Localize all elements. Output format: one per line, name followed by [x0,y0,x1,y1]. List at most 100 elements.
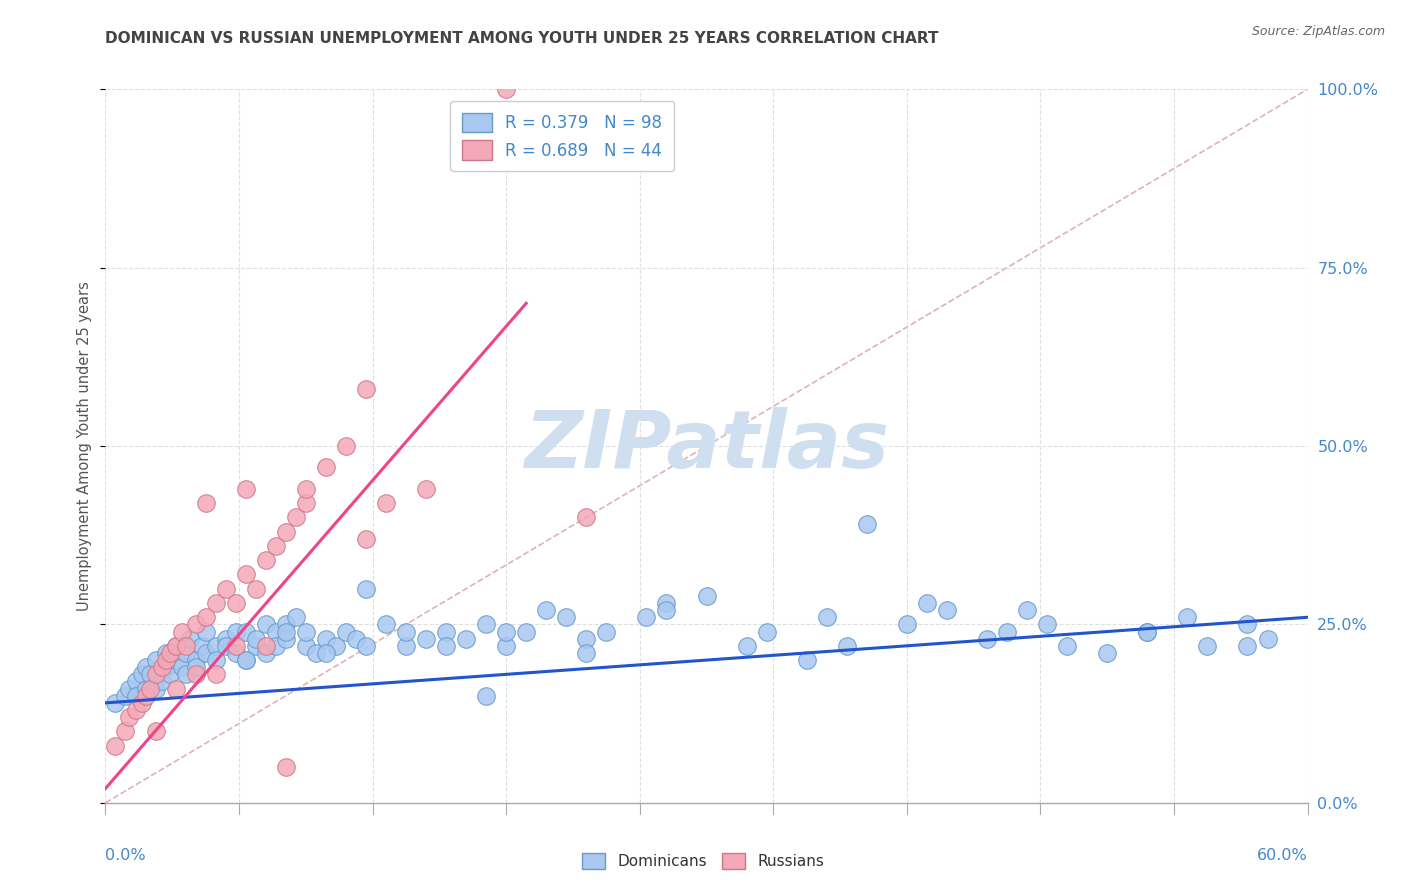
Point [235,653,257,667]
Point [159,667,181,681]
Point [104,696,127,710]
Point [264,624,287,639]
Point [815,610,838,624]
Point [225,624,247,639]
Point [475,617,498,632]
Point [354,532,377,546]
Point [184,667,207,681]
Point [575,632,598,646]
Point [165,681,187,696]
Point [190,639,212,653]
Point [495,82,517,96]
Point [194,646,217,660]
Point [1097,646,1119,660]
Point [1175,610,1198,624]
Point [131,696,153,710]
Point [515,624,537,639]
Point [131,667,153,681]
Point [245,639,267,653]
Point [118,710,141,724]
Point [315,646,337,660]
Point [1236,639,1258,653]
Point [254,646,277,660]
Point [976,632,998,646]
Point [194,496,217,510]
Y-axis label: Unemployment Among Youth under 25 years: Unemployment Among Youth under 25 years [77,281,93,611]
Point [150,674,173,689]
Point [194,610,217,624]
Point [184,653,207,667]
Point [534,603,557,617]
Point [1197,639,1219,653]
Point [214,639,236,653]
Point [145,653,167,667]
Point [896,617,918,632]
Text: DOMINICAN VS RUSSIAN UNEMPLOYMENT AMONG YOUTH UNDER 25 YEARS CORRELATION CHART: DOMINICAN VS RUSSIAN UNEMPLOYMENT AMONG … [105,31,939,46]
Point [274,632,297,646]
Point [1236,617,1258,632]
Point [456,632,478,646]
Point [235,624,257,639]
Point [114,689,136,703]
Point [145,681,167,696]
Point [595,624,617,639]
Point [395,639,418,653]
Point [264,539,287,553]
Point [495,624,517,639]
Text: 60.0%: 60.0% [1257,848,1308,863]
Point [315,632,337,646]
Point [755,624,778,639]
Point [305,646,328,660]
Point [475,689,498,703]
Point [254,639,277,653]
Point [1036,617,1059,632]
Point [204,639,226,653]
Point [274,617,297,632]
Point [374,617,398,632]
Point [124,674,146,689]
Point [936,603,959,617]
Point [555,610,578,624]
Point [225,596,247,610]
Point [184,617,207,632]
Point [284,610,307,624]
Point [855,517,877,532]
Point [655,596,678,610]
Point [1136,624,1159,639]
Point [1136,624,1159,639]
Point [655,603,678,617]
Point [315,460,337,475]
Point [225,639,247,653]
Point [159,646,181,660]
Point [274,760,297,774]
Point [138,681,160,696]
Point [254,553,277,567]
Point [274,524,297,539]
Point [194,624,217,639]
Point [335,439,357,453]
Point [245,582,267,596]
Point [335,624,357,639]
Point [254,617,277,632]
Point [325,639,347,653]
Point [135,689,157,703]
Point [135,660,157,674]
Point [636,610,658,624]
Point [1056,639,1078,653]
Point [575,510,598,524]
Point [295,639,318,653]
Point [495,639,517,653]
Point [165,639,187,653]
Text: Source: ZipAtlas.com: Source: ZipAtlas.com [1251,25,1385,38]
Point [835,639,858,653]
Point [995,624,1018,639]
Point [235,653,257,667]
Point [145,724,167,739]
Point [174,646,197,660]
Point [204,667,226,681]
Point [1015,603,1038,617]
Point [114,724,136,739]
Text: 0.0%: 0.0% [105,848,146,863]
Point [434,639,457,653]
Point [145,667,167,681]
